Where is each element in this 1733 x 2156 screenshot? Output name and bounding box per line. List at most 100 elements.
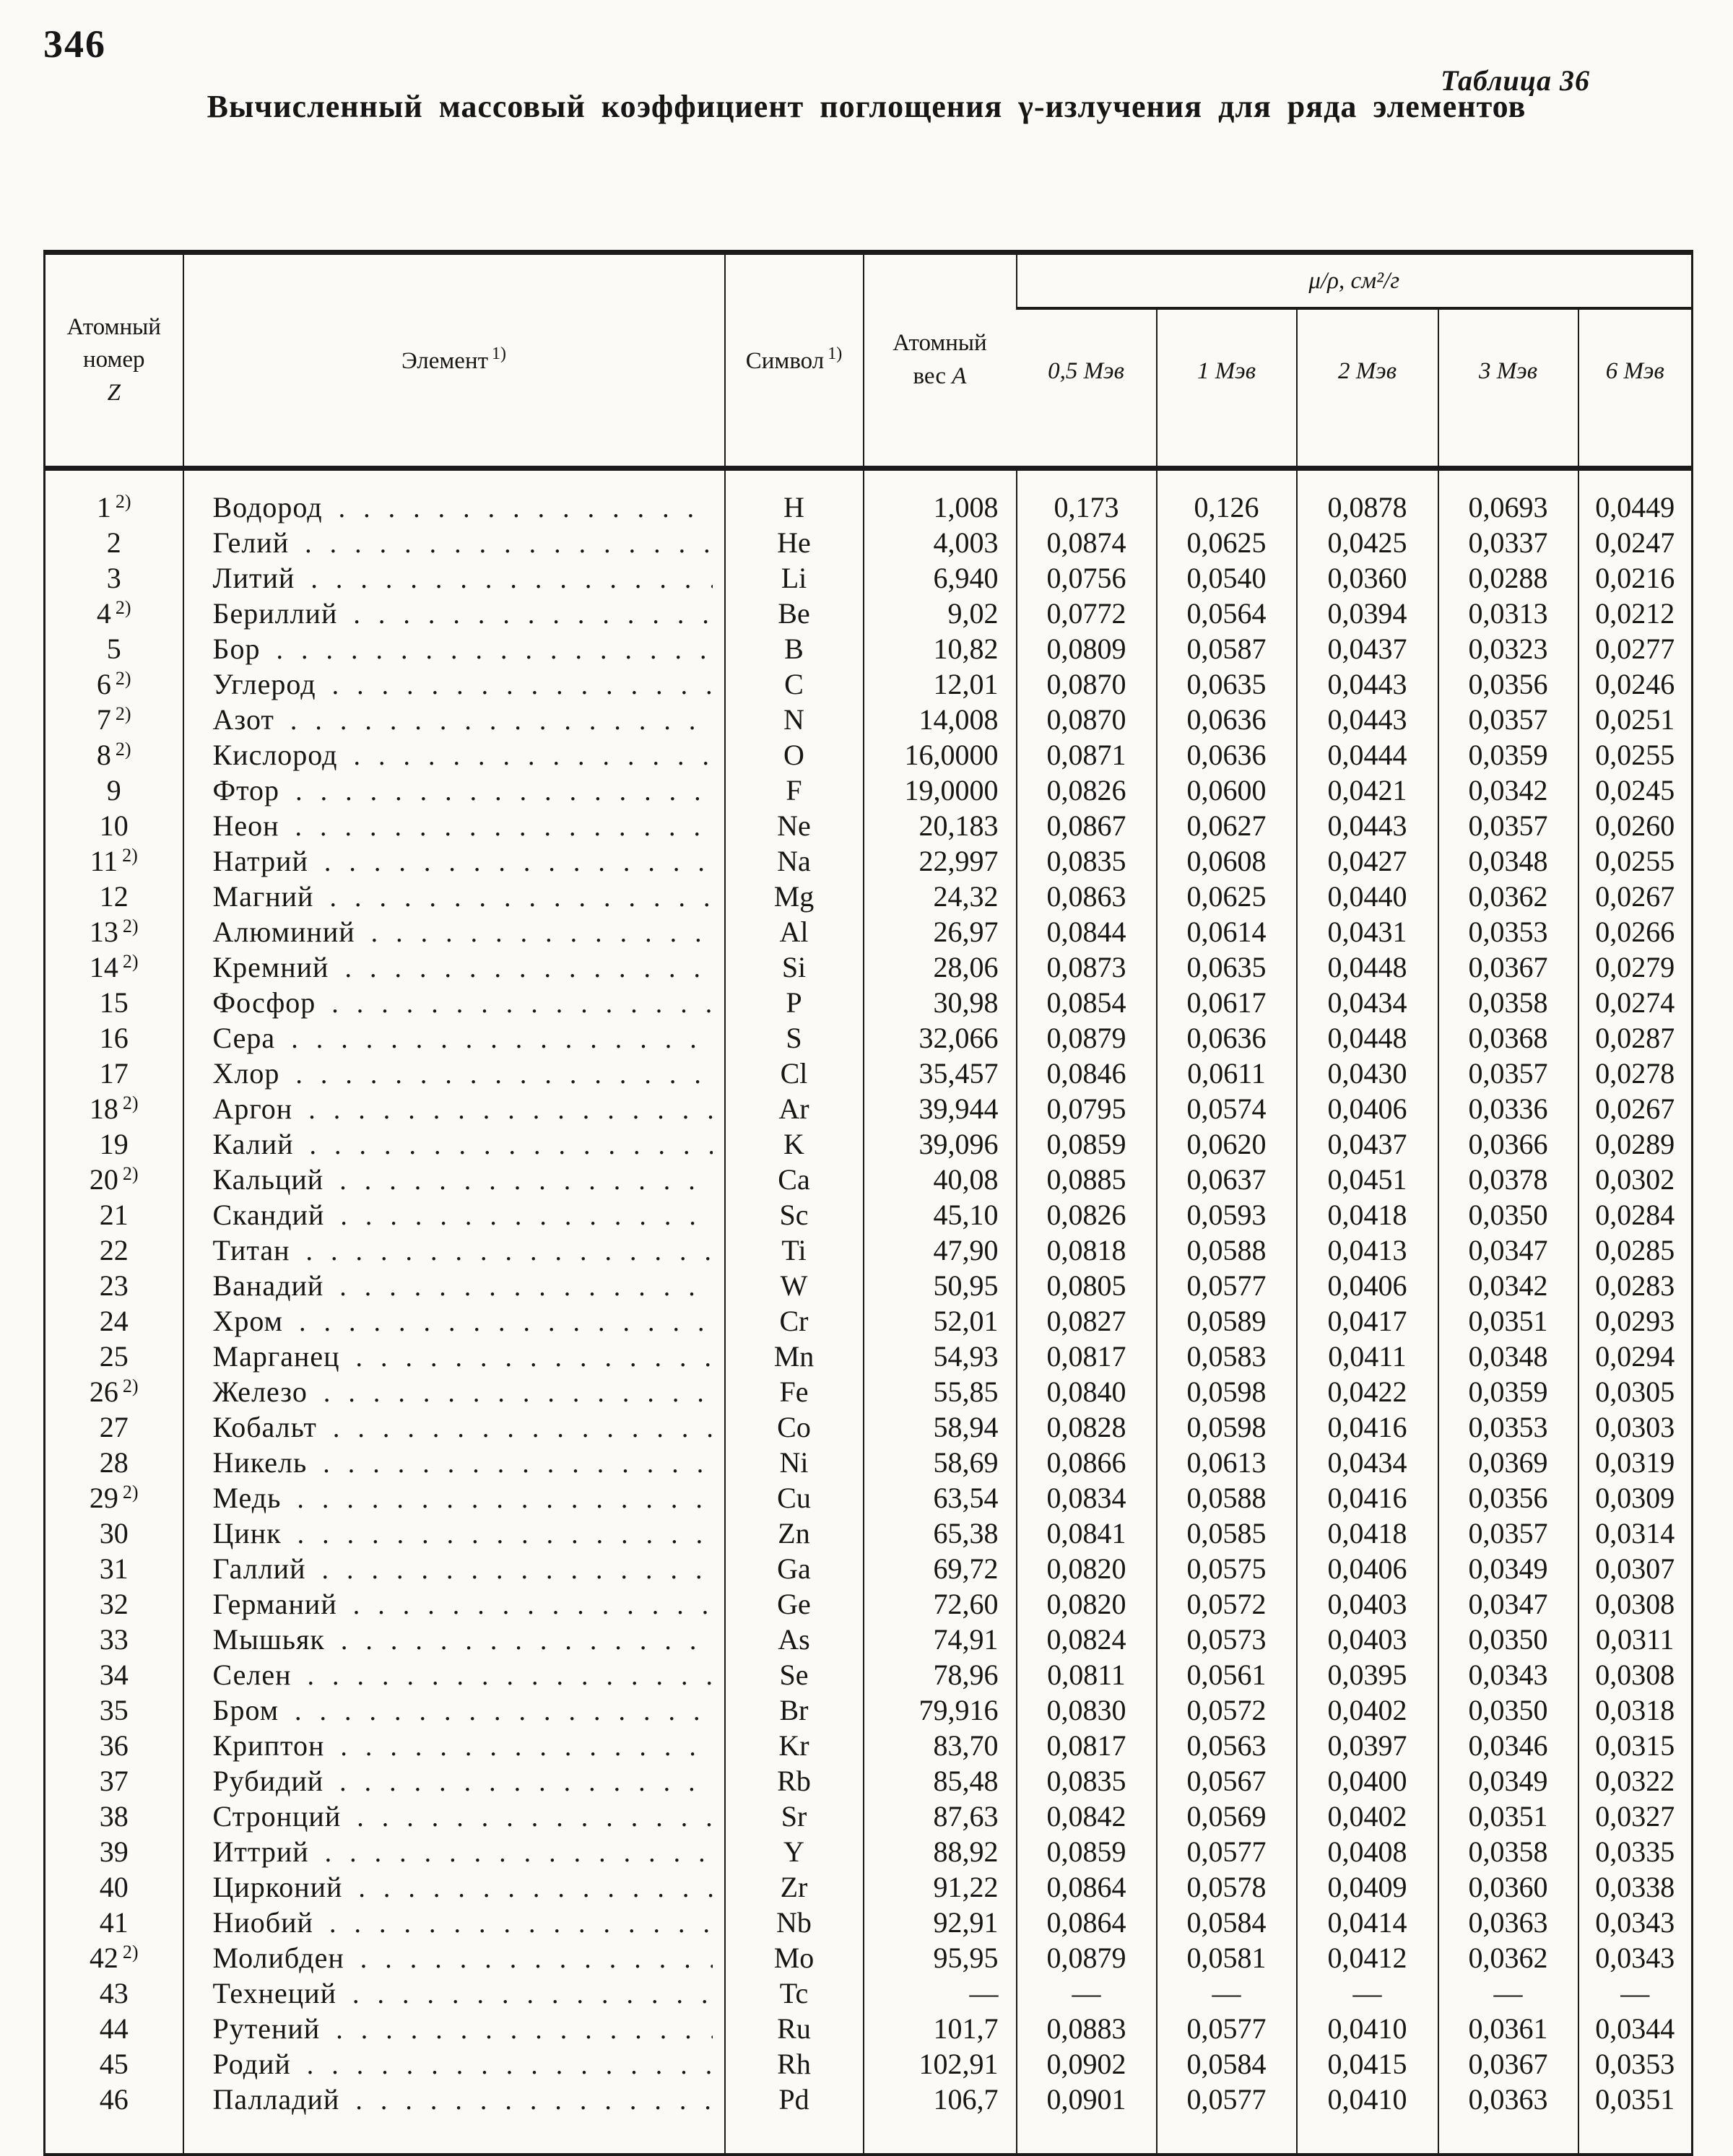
weight-value: 40,08: [933, 1162, 999, 1196]
table-row: 2 Гелий.................................…: [45, 525, 1693, 560]
value-cell: 0,0336: [1437, 1091, 1578, 1126]
element-name: Бериллий: [212, 596, 338, 630]
value-cell: 0,0378: [1437, 1162, 1578, 1197]
weight-cell: 40,08: [862, 1162, 1017, 1197]
value-cell: 0,0824: [1015, 1622, 1157, 1657]
value-cell: 0,0567: [1155, 1763, 1297, 1799]
weight-cell: 102,91: [862, 2046, 1017, 2082]
value-cell: 0,0284: [1577, 1197, 1693, 1233]
value-cell: 0,0366: [1437, 1126, 1578, 1162]
element-name: Аргон: [212, 1092, 293, 1125]
dot-leader: ........................................: [324, 1838, 713, 1866]
value-cell: 0,0406: [1295, 1551, 1438, 1586]
value-cell: 0,0267: [1577, 1091, 1693, 1126]
symbol-value: S: [786, 1021, 802, 1054]
symbol-value: As: [778, 1622, 810, 1656]
z-value: 31: [99, 1552, 129, 1585]
symbol-value: F: [786, 773, 802, 807]
dot-leader: ........................................: [297, 1485, 712, 1513]
symbol-value: Mg: [773, 879, 815, 913]
value-cell: 0,0315: [1577, 1728, 1693, 1763]
z-value: 23: [99, 1269, 129, 1302]
value-cell: 0,0246: [1577, 666, 1693, 702]
symbol-value: Se: [779, 1658, 809, 1691]
weight-cell: 83,70: [862, 1728, 1017, 1763]
weight-value: 87,63: [933, 1799, 999, 1833]
dot-leader: ........................................: [306, 2051, 713, 2079]
z-value: 27: [99, 1410, 129, 1443]
element-name: Кальций: [212, 1162, 324, 1196]
value-cell: 0,0367: [1437, 949, 1578, 985]
absorption-table: Атомный номер Z Элемент 1) Символ 1) Атомн…: [43, 250, 1694, 2156]
table-row: 32 Германий.............................…: [45, 1586, 1693, 1622]
value-cell: 0,0357: [1437, 702, 1578, 737]
weight-value: 63,54: [933, 1481, 999, 1514]
weight-cell: 63,54: [862, 1480, 1017, 1516]
weight-value: 102,91: [918, 2047, 999, 2080]
weight-value: 101,7: [933, 2012, 999, 2045]
element-cell: Бор.....................................…: [182, 631, 725, 666]
z-value: 28: [99, 1446, 129, 1479]
weight-cell: 101,7: [862, 2011, 1017, 2046]
weight-cell: 69,72: [862, 1551, 1017, 1586]
element-name: Технеций: [212, 1976, 337, 2009]
element-cell: Литий...................................…: [182, 560, 725, 596]
value-cell: 0,0363: [1437, 1905, 1578, 1940]
weight-cell: 39,944: [862, 1091, 1017, 1126]
table-row: 43 Технеций.............................…: [45, 1975, 1693, 2011]
value-cell: 0,0319: [1577, 1445, 1693, 1480]
z-cell: 14 2): [45, 949, 183, 985]
table-row: 21 Скандий..............................…: [45, 1197, 1693, 1233]
symbol-cell: K: [724, 1126, 864, 1162]
value-cell: —: [1295, 1975, 1438, 2011]
value-cell: 0,0409: [1295, 1869, 1438, 1905]
value-cell: 0,0431: [1295, 914, 1438, 949]
symbol-cell: Fe: [724, 1374, 864, 1409]
dot-leader: ........................................: [336, 2015, 712, 2043]
value-cell: 0,0395: [1295, 1657, 1438, 1692]
symbol-cell: Ni: [724, 1445, 864, 1480]
symbol-cell: Kr: [724, 1728, 864, 1763]
element-name: Рутений: [212, 2012, 321, 2045]
table-row: 30 Цинк.................................…: [45, 1516, 1693, 1551]
z-cell: 5: [45, 631, 183, 666]
value-cell: 0,0840: [1015, 1374, 1157, 1409]
value-cell: 0,0308: [1577, 1657, 1693, 1692]
value-cell: 0,0323: [1437, 631, 1578, 666]
dot-leader: ........................................: [353, 600, 712, 628]
z-cell: 32: [45, 1586, 183, 1622]
weight-cell: 1,008: [862, 468, 1017, 525]
dot-leader: ........................................: [360, 1944, 713, 1973]
symbol-cell: As: [724, 1622, 864, 1657]
symbol-value: He: [777, 526, 811, 559]
table-label: Таблица 36: [1441, 64, 1590, 97]
z-cell: 8 2): [45, 737, 183, 773]
value-cell: 0,0864: [1015, 1869, 1157, 1905]
element-cell: Алюминий................................…: [182, 914, 725, 949]
value-cell: 0,0584: [1155, 1905, 1297, 1940]
element-name: Магний: [212, 879, 314, 913]
symbol-value: Cr: [779, 1304, 809, 1337]
symbol-cell: Ar: [724, 1091, 864, 1126]
element-cell: Мышьяк..................................…: [182, 1622, 725, 1657]
z-cell: 42 2): [45, 1940, 183, 1975]
symbol-cell: Rh: [724, 2046, 864, 2082]
element-cell: Рубидий.................................…: [182, 1763, 725, 1799]
symbol-cell: Li: [724, 560, 864, 596]
element-name: Хром: [212, 1304, 283, 1337]
value-cell: 0,0350: [1437, 1197, 1578, 1233]
table-row: 292) Медь...............................…: [45, 1480, 1693, 1516]
table-row: 132) Алюминий...........................…: [45, 914, 1693, 949]
value-cell: 0,0360: [1437, 1869, 1578, 1905]
symbol-cell: W: [724, 1268, 864, 1303]
value-cell: 0,0343: [1437, 1657, 1578, 1692]
value-cell: 0,0216: [1577, 560, 1693, 596]
value-cell: 0,0540: [1155, 560, 1297, 596]
value-cell: 0,0335: [1577, 1834, 1693, 1869]
symbol-value: Pd: [778, 2082, 809, 2116]
element-name: Германий: [212, 1587, 337, 1620]
value-cell: 0,0289: [1577, 1126, 1693, 1162]
symbol-cell: Cr: [724, 1303, 864, 1339]
value-cell: 0,0636: [1155, 737, 1297, 773]
z-cell: 20 2): [45, 1162, 183, 1197]
